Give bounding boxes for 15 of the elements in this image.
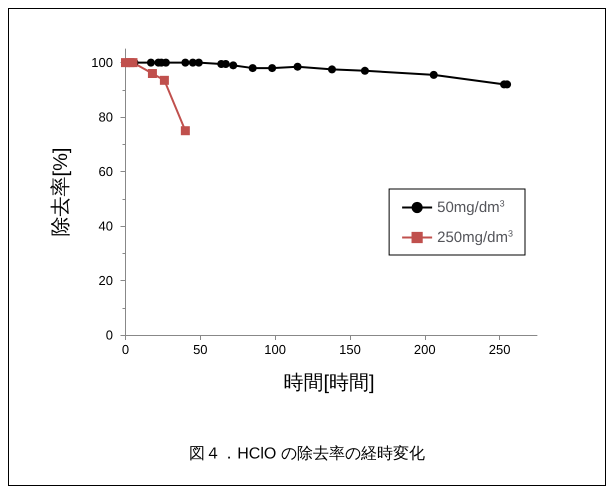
y-tick-label: 100 (91, 55, 113, 70)
caption: 図４．HClO の除去率の経時変化 (189, 444, 425, 462)
x-tick-label: 50 (193, 342, 208, 357)
y-tick-label: 40 (98, 218, 113, 234)
y-tick-label: 80 (98, 110, 113, 125)
x-tick-label: 100 (264, 342, 286, 357)
y-tick-label: 60 (98, 164, 113, 180)
x-tick-label: 150 (339, 342, 361, 357)
y-axis-title: 除去率[%] (50, 148, 72, 236)
x-tick-label: 200 (414, 342, 436, 357)
x-axis-title: 時間[時間] (283, 372, 375, 394)
y-tick-label: 0 (106, 328, 113, 342)
x-tick-label: 250 (488, 342, 510, 357)
x-tick-label: 0 (122, 342, 130, 357)
y-tick-label: 20 (98, 273, 113, 288)
